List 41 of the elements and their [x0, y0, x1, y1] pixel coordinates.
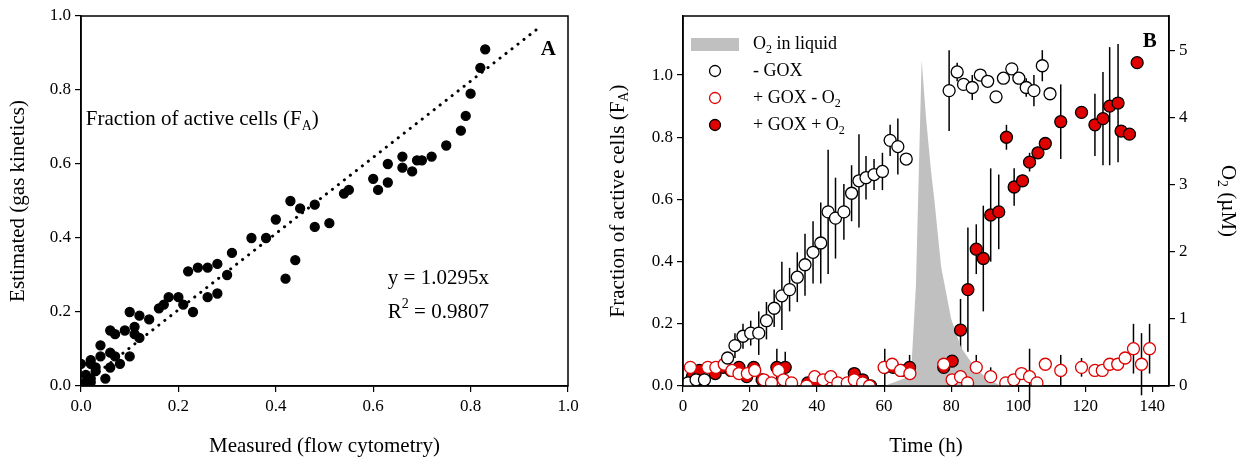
x-tick-label: 60	[875, 395, 893, 415]
x-axis-title: Measured (flow cytometry)	[209, 432, 440, 457]
x-tick-label: 0	[678, 395, 688, 415]
y-tick-label: 0.2	[49, 301, 71, 321]
y-tick-label: 0.4	[651, 251, 674, 271]
x-tick-label: 0.4	[265, 395, 287, 415]
annotation: A	[540, 35, 557, 60]
y-tick-label: 0.6	[49, 153, 71, 173]
x-tick-label: 40	[808, 395, 826, 415]
y-tick-label: 0.6	[651, 188, 673, 208]
y-tick-label: 0.8	[651, 126, 673, 146]
y2-tick-label: 2	[1179, 241, 1188, 261]
y-tick-label: 0.2	[651, 313, 673, 333]
x-tick-label: 0.6	[362, 395, 384, 415]
y-tick-label: 0.4	[49, 227, 72, 247]
y2-tick-label: 1	[1179, 308, 1188, 328]
x-tick-label: 80	[942, 395, 960, 415]
x-tick-label: 0.0	[70, 395, 92, 415]
x-axis-title: Time (h)	[889, 432, 963, 457]
y2-tick-label: 0	[1179, 375, 1188, 395]
x-tick-label: 140	[1139, 395, 1165, 415]
legend-label: - GOX	[753, 59, 803, 80]
x-tick-label: 100	[1005, 395, 1031, 415]
annotation: y = 1.0295x	[387, 265, 490, 290]
y2-tick-label: 5	[1179, 39, 1188, 59]
y-axis-title: Fraction of active cells (FA)	[604, 84, 631, 318]
y-tick-label: 0.0	[651, 375, 673, 395]
x-tick-label: 20	[741, 395, 759, 415]
y2-axis-title: O2 (µM)	[1215, 164, 1242, 238]
y2-tick-label: 3	[1179, 174, 1188, 194]
x-tick-label: 1.0	[557, 395, 579, 415]
y-axis-title: Estimated (gas kinetics)	[4, 100, 29, 302]
y-tick-label: 0.8	[49, 79, 71, 99]
annotation: B	[1142, 28, 1157, 53]
y-tick-label: 1.0	[49, 5, 71, 25]
x-tick-label: 0.2	[167, 395, 190, 415]
x-tick-label: 120	[1072, 395, 1098, 415]
y2-tick-label: 4	[1179, 106, 1188, 126]
y-tick-label: 1.0	[651, 64, 673, 84]
y-tick-label: 0.0	[49, 375, 71, 395]
x-tick-label: 0.8	[459, 395, 482, 415]
